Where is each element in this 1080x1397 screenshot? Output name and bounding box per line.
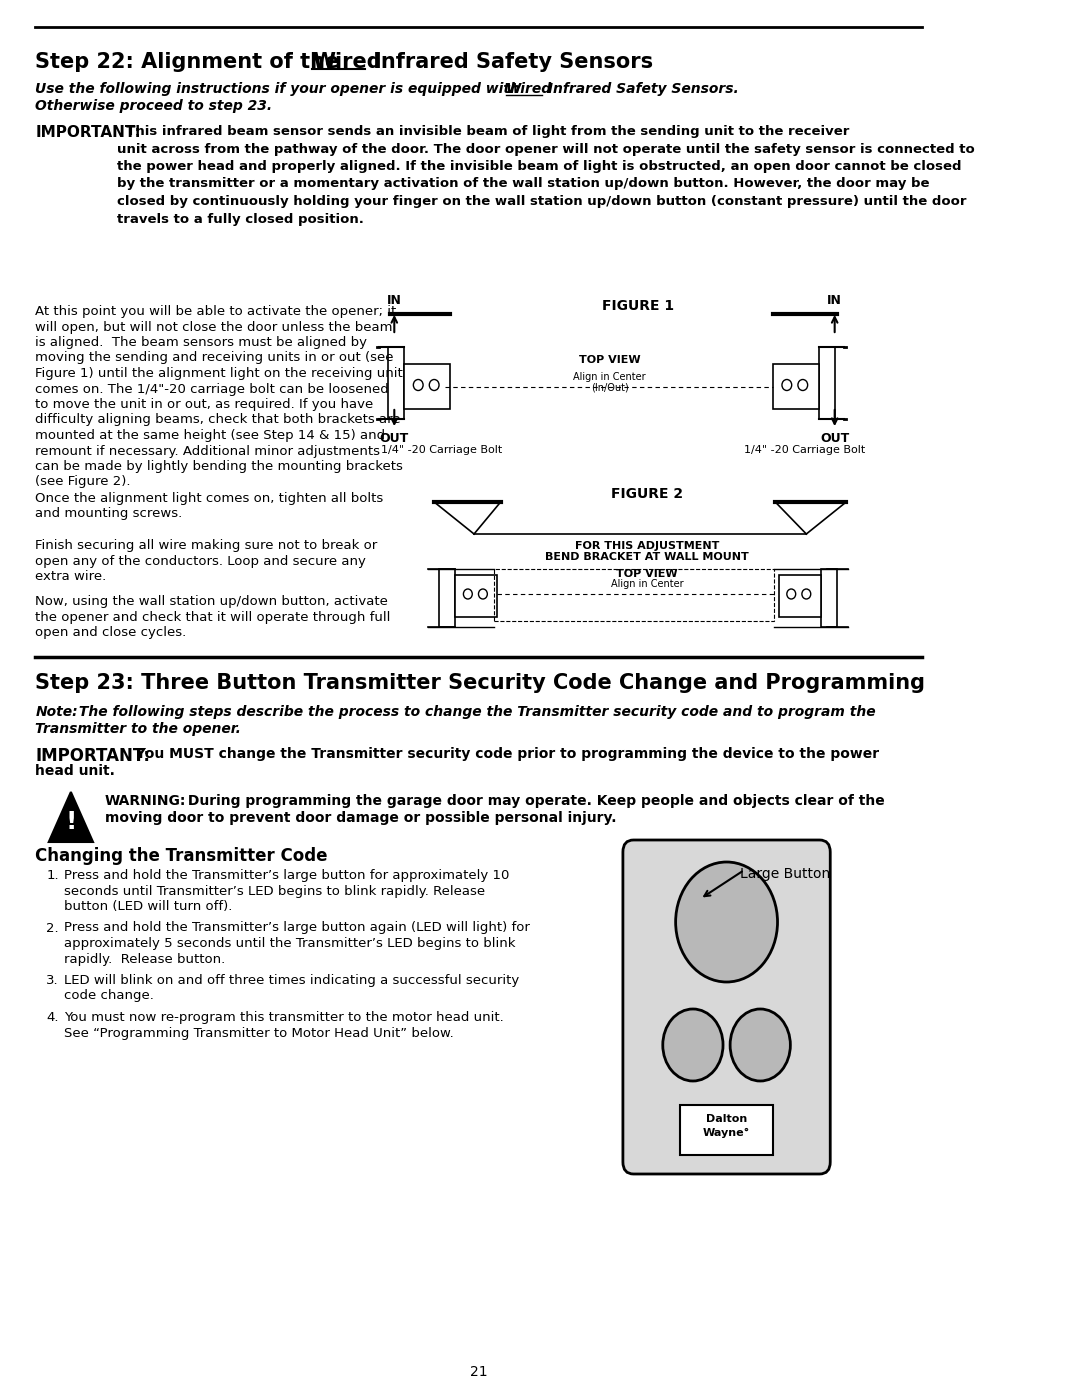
- Text: You MUST change the Transmitter security code prior to programming the device to: You MUST change the Transmitter security…: [131, 747, 879, 761]
- Text: TOP VIEW: TOP VIEW: [616, 569, 677, 578]
- Circle shape: [414, 380, 423, 391]
- Circle shape: [787, 590, 796, 599]
- Text: Infrared Safety Sensors.: Infrared Safety Sensors.: [543, 82, 739, 96]
- Text: Now, using the wall station up/down button, activate: Now, using the wall station up/down butt…: [36, 595, 389, 608]
- Text: During programming the garage door may operate. Keep people and objects clear of: During programming the garage door may o…: [183, 793, 885, 807]
- Text: button (LED will turn off).: button (LED will turn off).: [64, 900, 232, 914]
- Text: approximately 5 seconds until the Transmitter’s LED begins to blink: approximately 5 seconds until the Transm…: [64, 937, 515, 950]
- Circle shape: [429, 380, 440, 391]
- Bar: [438, 569, 455, 627]
- Text: Press and hold the Transmitter’s large button again (LED will light) for: Press and hold the Transmitter’s large b…: [64, 922, 529, 935]
- Text: (In/Out): (In/Out): [591, 383, 629, 393]
- Text: remount if necessary. Additional minor adjustments: remount if necessary. Additional minor a…: [36, 444, 380, 457]
- Text: Step 23: Three Button Transmitter Security Code Change and Programming: Step 23: Three Button Transmitter Securi…: [36, 673, 926, 693]
- Text: Step 22: Alignment of the: Step 22: Alignment of the: [36, 52, 347, 73]
- Circle shape: [782, 380, 792, 391]
- Text: Wired: Wired: [312, 52, 381, 73]
- Ellipse shape: [663, 1009, 723, 1081]
- Text: LED will blink on and off three times indicating a successful security: LED will blink on and off three times in…: [64, 974, 519, 988]
- Text: 4.: 4.: [46, 1011, 58, 1024]
- Text: Infrared Safety Sensors: Infrared Safety Sensors: [366, 52, 653, 73]
- Text: rapidly.  Release button.: rapidly. Release button.: [64, 953, 225, 965]
- Text: the opener and check that it will operate through full: the opener and check that it will operat…: [36, 610, 391, 623]
- Bar: [495, 569, 773, 622]
- Text: mounted at the same height (see Step 14 & 15) and: mounted at the same height (see Step 14 …: [36, 429, 386, 441]
- Circle shape: [798, 380, 808, 391]
- Bar: [772, 365, 819, 409]
- Bar: [819, 346, 835, 419]
- Text: extra wire.: extra wire.: [36, 570, 107, 583]
- Text: is aligned.  The beam sensors must be aligned by: is aligned. The beam sensors must be ali…: [36, 337, 367, 349]
- Bar: [404, 365, 450, 409]
- Text: This infrared beam sensor sends an invisible beam of light from the sending unit: This infrared beam sensor sends an invis…: [117, 124, 975, 225]
- Circle shape: [478, 590, 487, 599]
- Circle shape: [801, 590, 811, 599]
- Text: IMPORTANT:: IMPORTANT:: [36, 124, 141, 140]
- Text: 21: 21: [470, 1365, 487, 1379]
- Text: can be made by lightly bending the mounting brackets: can be made by lightly bending the mount…: [36, 460, 403, 474]
- Text: and mounting screws.: and mounting screws.: [36, 507, 183, 521]
- Text: 1/4" -20 Carriage Bolt: 1/4" -20 Carriage Bolt: [381, 446, 502, 455]
- Text: Finish securing all wire making sure not to break or: Finish securing all wire making sure not…: [36, 539, 378, 552]
- Text: 1.: 1.: [46, 869, 58, 882]
- Text: Once the alignment light comes on, tighten all bolts: Once the alignment light comes on, tight…: [36, 492, 383, 504]
- Text: At this point you will be able to activate the opener; it: At this point you will be able to activa…: [36, 305, 396, 319]
- Text: IMPORTANT:: IMPORTANT:: [36, 747, 150, 766]
- Text: open and close cycles.: open and close cycles.: [36, 626, 187, 638]
- Text: Align in Center: Align in Center: [610, 578, 684, 590]
- Text: Note:: Note:: [36, 705, 78, 719]
- Text: OUT: OUT: [380, 432, 409, 446]
- Text: FIGURE 2: FIGURE 2: [611, 488, 683, 502]
- Text: Use the following instructions if your opener is equipped with: Use the following instructions if your o…: [36, 82, 525, 96]
- Text: 1/4" -20 Carriage Bolt: 1/4" -20 Carriage Bolt: [744, 446, 865, 455]
- Text: You must now re-program this transmitter to the motor head unit.: You must now re-program this transmitter…: [64, 1011, 503, 1024]
- Text: 2.: 2.: [46, 922, 58, 935]
- Text: IN: IN: [827, 293, 842, 307]
- Text: difficulty aligning beams, check that both brackets are: difficulty aligning beams, check that bo…: [36, 414, 401, 426]
- Text: Transmitter to the opener.: Transmitter to the opener.: [36, 722, 241, 736]
- Text: moving door to prevent door damage or possible personal injury.: moving door to prevent door damage or po…: [105, 812, 616, 826]
- Text: Align in Center: Align in Center: [573, 372, 646, 381]
- Text: WARNING:: WARNING:: [105, 793, 186, 807]
- Bar: [388, 346, 404, 419]
- Circle shape: [463, 590, 472, 599]
- Text: (see Figure 2).: (see Figure 2).: [36, 475, 131, 489]
- Text: TOP VIEW: TOP VIEW: [579, 355, 640, 365]
- Text: 3.: 3.: [46, 974, 58, 988]
- Text: Changing the Transmitter Code: Changing the Transmitter Code: [36, 847, 328, 865]
- Text: Wayne°: Wayne°: [703, 1127, 751, 1139]
- Bar: [822, 569, 837, 627]
- Text: FIGURE 1: FIGURE 1: [602, 299, 674, 313]
- Text: seconds until Transmitter’s LED begins to blink rapidly. Release: seconds until Transmitter’s LED begins t…: [64, 884, 485, 897]
- Text: moving the sending and receiving units in or out (see: moving the sending and receiving units i…: [36, 352, 394, 365]
- Text: BEND BRACKET AT WALL MOUNT: BEND BRACKET AT WALL MOUNT: [545, 552, 748, 562]
- Text: Figure 1) until the alignment light on the receiving unit: Figure 1) until the alignment light on t…: [36, 367, 403, 380]
- Text: OUT: OUT: [820, 432, 849, 446]
- Text: IN: IN: [387, 293, 402, 307]
- Text: Press and hold the Transmitter’s large button for approximately 10: Press and hold the Transmitter’s large b…: [64, 869, 509, 882]
- Text: open any of the conductors. Loop and secure any: open any of the conductors. Loop and sec…: [36, 555, 366, 567]
- Text: Otherwise proceed to step 23.: Otherwise proceed to step 23.: [36, 99, 272, 113]
- Text: FOR THIS ADJUSTMENT: FOR THIS ADJUSTMENT: [575, 541, 719, 550]
- Text: to move the unit in or out, as required. If you have: to move the unit in or out, as required.…: [36, 398, 374, 411]
- Text: Dalton: Dalton: [706, 1113, 747, 1125]
- Text: will open, but will not close the door unless the beam: will open, but will not close the door u…: [36, 320, 393, 334]
- Ellipse shape: [676, 862, 778, 982]
- Polygon shape: [49, 792, 93, 842]
- Bar: [680, 1105, 772, 1155]
- Ellipse shape: [730, 1009, 791, 1081]
- Text: !: !: [65, 810, 77, 834]
- FancyBboxPatch shape: [623, 840, 831, 1173]
- Bar: [455, 576, 497, 617]
- Text: comes on. The 1/4"-20 carriage bolt can be loosened: comes on. The 1/4"-20 carriage bolt can …: [36, 383, 389, 395]
- Text: The following steps describe the process to change the Transmitter security code: The following steps describe the process…: [75, 705, 876, 719]
- Text: Wired: Wired: [505, 82, 552, 96]
- Text: See “Programming Transmitter to Motor Head Unit” below.: See “Programming Transmitter to Motor He…: [64, 1027, 454, 1039]
- Bar: [779, 576, 822, 617]
- Text: Large Button: Large Button: [740, 868, 831, 882]
- Text: code change.: code change.: [64, 989, 153, 1003]
- Text: head unit.: head unit.: [36, 764, 116, 778]
